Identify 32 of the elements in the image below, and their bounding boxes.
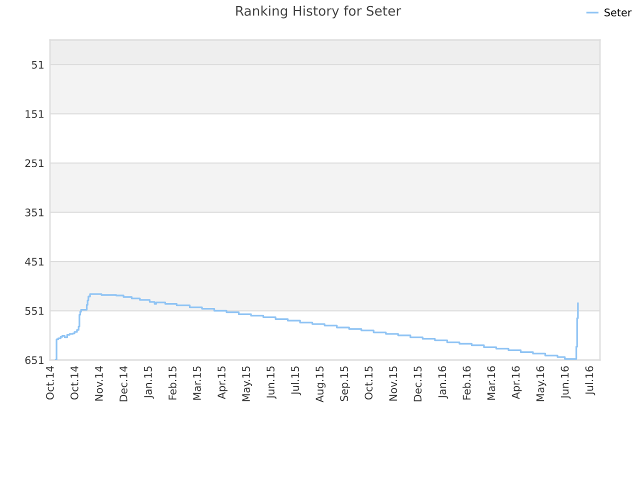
y-tick-label: 51: [32, 60, 44, 69]
x-tick-label: May.15: [242, 366, 252, 402]
x-tick-label: Oct.15: [364, 366, 373, 400]
x-tick-label: Apr.15: [218, 366, 228, 400]
legend-label: Seter: [604, 8, 632, 16]
x-tick-label: Oct.14: [46, 366, 54, 400]
x-tick-label: Feb.15: [168, 366, 176, 400]
x-tick-label: Apr.16: [512, 366, 522, 400]
x-tick-label: Jan.15: [144, 366, 154, 399]
y-tick-label: 451: [25, 258, 44, 266]
x-tick-label: Jun.16: [560, 366, 571, 399]
y-tick-label: 151: [26, 110, 44, 118]
x-tick-label: Oct.14: [70, 366, 78, 400]
x-tick-label: Aug.15: [316, 366, 326, 402]
x-tick-label: Jul.16: [585, 366, 596, 396]
y-tick-label: 351: [25, 208, 44, 216]
x-tick-label: Mar.15: [193, 366, 201, 400]
x-tick-label: Nov.14: [95, 366, 103, 401]
y-tick-label: 651: [25, 356, 44, 364]
x-tick-label: Jul.15: [290, 366, 301, 396]
chart-title: Ranking History for Seter: [236, 6, 402, 18]
x-tick-label: Mar.16: [487, 366, 496, 400]
y-tick-label: 251: [25, 159, 44, 168]
x-tick-label: Jun.15: [266, 366, 276, 399]
x-tick-label: Nov.15: [389, 366, 398, 401]
y-tick-label: 551: [25, 307, 44, 315]
x-tick-label: May.16: [536, 366, 546, 402]
x-tick-label: Feb.16: [462, 366, 471, 400]
x-tick-label: Jan.16: [438, 366, 448, 399]
x-tick-label: Dec.14: [120, 366, 128, 402]
x-tick-label: Sep.15: [340, 366, 350, 402]
x-tick-label: Dec.15: [414, 366, 422, 402]
